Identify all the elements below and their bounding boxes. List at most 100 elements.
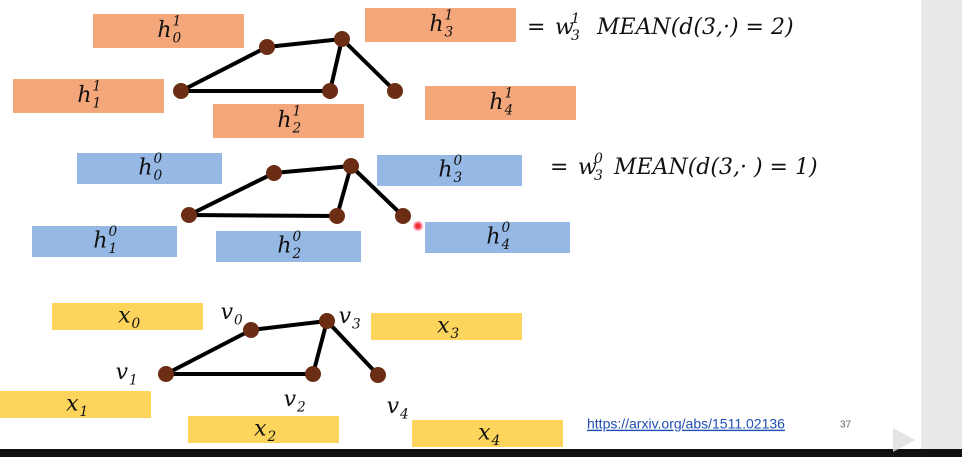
- side-strip: [921, 0, 962, 450]
- vertex: [243, 322, 259, 338]
- vertex-label-sub: 1: [129, 373, 138, 389]
- feature-box: [52, 303, 203, 330]
- feature-label-base: x: [254, 417, 267, 442]
- vertex: [343, 158, 359, 174]
- feature-box: [425, 222, 570, 253]
- feature-label-base: h: [77, 83, 91, 108]
- edge: [188, 213, 338, 218]
- vertex: [322, 83, 338, 99]
- feature-label-sup: 0: [109, 224, 118, 240]
- feature-label-sub: 3: [454, 170, 463, 186]
- page-number: 37: [840, 420, 852, 431]
- vertex: [173, 83, 189, 99]
- feature-label-sub: 1: [93, 96, 102, 112]
- edge: [328, 38, 344, 92]
- feature-box: [213, 104, 364, 138]
- feature-label-sub: 2: [292, 246, 302, 262]
- equation-rest: MEAN(d(3,· ) = 1): [613, 155, 818, 180]
- feature-label-sub: 1: [109, 241, 118, 257]
- feature-box: [13, 79, 164, 113]
- equation-weight: w: [555, 15, 574, 40]
- feature-label-sub: 4: [491, 433, 501, 449]
- equation-rest: MEAN(d(3,·) = 2): [596, 15, 794, 40]
- edge: [325, 319, 380, 377]
- feature-label-sub: 2: [267, 429, 277, 445]
- vertex: [181, 207, 197, 223]
- edge: [349, 164, 405, 218]
- feature-label-base: h: [438, 158, 452, 183]
- vertex: [395, 208, 411, 224]
- feature-label-sup: 0: [502, 220, 511, 236]
- edge: [165, 328, 252, 376]
- feature-label-sup: 1: [293, 104, 302, 120]
- feature-label-base: h: [277, 234, 291, 259]
- vertex: [329, 208, 345, 224]
- feature-label-sub: 0: [154, 168, 163, 184]
- equation-weight: w: [578, 155, 597, 180]
- edge: [188, 171, 275, 217]
- feature-box: [371, 313, 522, 340]
- feature-box: [93, 14, 244, 48]
- equation-prefix: =: [527, 15, 545, 40]
- feature-label-base: x: [478, 421, 491, 446]
- vertex-label-base: v: [339, 304, 352, 329]
- feature-box: [188, 416, 339, 443]
- edge: [266, 37, 343, 49]
- feature-label-sub: 2: [292, 121, 302, 137]
- vertex: [158, 366, 174, 382]
- feature-label-base: x: [437, 314, 450, 339]
- feature-label-sub: 0: [173, 31, 182, 47]
- feature-label-sub: 0: [132, 316, 141, 332]
- feature-label-sup: 1: [505, 86, 514, 102]
- feature-label-base: h: [489, 90, 503, 115]
- vertex-label-sub: 0: [234, 313, 243, 329]
- vertex: [387, 83, 403, 99]
- vertex: [370, 367, 386, 383]
- feature-label-sub: 4: [504, 103, 514, 119]
- vertex-label-base: v: [116, 360, 129, 385]
- edge: [250, 319, 328, 332]
- feature-label-base: h: [157, 18, 171, 43]
- vertex-label-sub: 3: [352, 317, 361, 333]
- feature-label-base: h: [277, 108, 291, 133]
- edge: [340, 37, 397, 93]
- feature-label-base: h: [486, 225, 500, 250]
- vertex: [259, 39, 275, 55]
- feature-box: [377, 155, 522, 186]
- equation-sup: 0: [594, 151, 603, 167]
- vertex: [305, 366, 321, 382]
- pointer: [413, 221, 423, 231]
- feature-label-sub: 3: [451, 326, 460, 342]
- feature-box: [216, 231, 361, 262]
- feature-box: [0, 391, 151, 418]
- feature-label-base: x: [66, 392, 79, 417]
- feature-label-sup: 0: [154, 151, 163, 167]
- feature-label-sub: 4: [501, 237, 511, 253]
- feature-box: [425, 86, 576, 120]
- play-icon[interactable]: [893, 428, 915, 452]
- vertex: [319, 313, 335, 329]
- feature-label-sup: 1: [445, 8, 454, 24]
- feature-label-sup: 0: [293, 229, 302, 245]
- edge: [273, 164, 352, 175]
- feature-label-sub: 1: [80, 404, 89, 420]
- feature-label-base: h: [138, 156, 152, 181]
- equation-sub: 3: [571, 28, 580, 44]
- vertex-label-base: v: [387, 394, 400, 419]
- equation-prefix: =: [550, 155, 568, 180]
- feature-box: [77, 153, 222, 184]
- feature-box: [365, 8, 516, 42]
- edge: [180, 45, 268, 93]
- bottom-bar: [0, 449, 962, 457]
- feature-label-base: x: [118, 304, 131, 329]
- equation-sup: 1: [571, 11, 580, 27]
- equation-sub: 3: [594, 168, 603, 184]
- vertex-label-sub: 4: [399, 407, 409, 423]
- vertex: [266, 165, 282, 181]
- reference-link[interactable]: https://arxiv.org/abs/1511.02136: [587, 416, 785, 432]
- vertex: [334, 31, 350, 47]
- feature-label-base: h: [429, 12, 443, 37]
- vertex-label-sub: 2: [296, 400, 306, 416]
- feature-box: [412, 420, 563, 447]
